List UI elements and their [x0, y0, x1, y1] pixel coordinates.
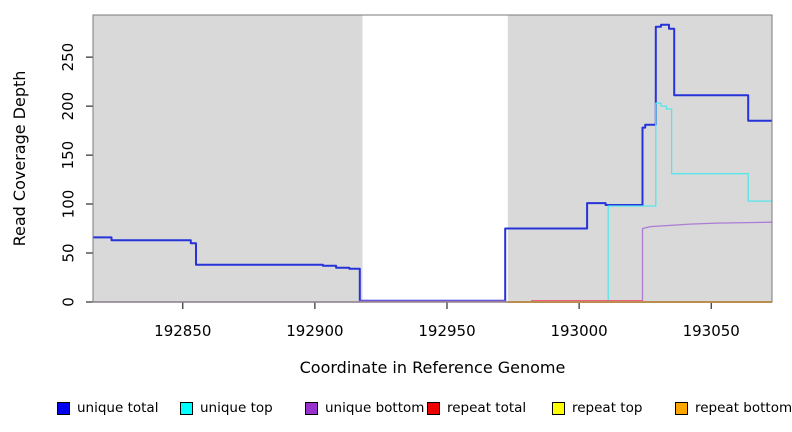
- x-tick-label: 192900: [286, 322, 343, 340]
- legend-item-unique-top: unique top: [180, 399, 273, 417]
- legend-swatch-unique-total: [57, 401, 70, 415]
- legend-item-repeat-bottom: repeat bottom: [675, 399, 792, 417]
- legend-item-unique-bottom: unique bottom: [305, 399, 424, 417]
- legend-item-repeat-total: repeat total: [427, 399, 526, 417]
- series-line: [93, 221, 773, 303]
- legend-swatch-repeat-total: [427, 401, 440, 415]
- y-axis-label: Read Coverage Depth: [10, 71, 29, 247]
- x-tick-label: 193050: [683, 322, 740, 340]
- y-tick-label: 50: [59, 243, 77, 262]
- plot-area: 192850 192900 192950 193000 193050 0 50 100 150 2…: [10, 14, 773, 377]
- legend-swatch-repeat-bottom: [675, 401, 688, 415]
- x-tick-label: 193000: [550, 322, 607, 340]
- series-line: [93, 23, 772, 302]
- legend-item-unique-total: unique total: [57, 399, 158, 417]
- legend-swatch-repeat-top: [552, 401, 565, 415]
- legend-label: repeat bottom: [695, 400, 792, 416]
- legend-swatch-unique-top: [180, 401, 193, 415]
- legend-label: unique total: [77, 400, 159, 416]
- shaded-band: [93, 15, 363, 302]
- y-tick-label: 100: [59, 190, 77, 219]
- shaded-band: [507, 15, 772, 302]
- legend-label: unique bottom: [325, 400, 425, 416]
- y-tick-label: 250: [59, 43, 77, 72]
- legend: unique total unique top unique bottom re…: [0, 399, 792, 421]
- plot-box: [92, 14, 773, 303]
- y-tick-label: 200: [59, 92, 77, 121]
- legend-label: repeat total: [447, 400, 527, 416]
- x-tick-label: 192850: [154, 322, 211, 340]
- legend-label: repeat top: [572, 400, 643, 416]
- legend-item-repeat-top: repeat top: [552, 399, 642, 417]
- legend-swatch-unique-bottom: [305, 401, 318, 415]
- legend-label: unique top: [200, 400, 273, 416]
- series-line: [93, 102, 772, 303]
- y-tick-label: 150: [59, 141, 77, 170]
- x-axis-label: Coordinate in Reference Genome: [300, 358, 566, 377]
- x-tick-label: 192950: [418, 322, 475, 340]
- y-tick-label: 0: [59, 297, 77, 307]
